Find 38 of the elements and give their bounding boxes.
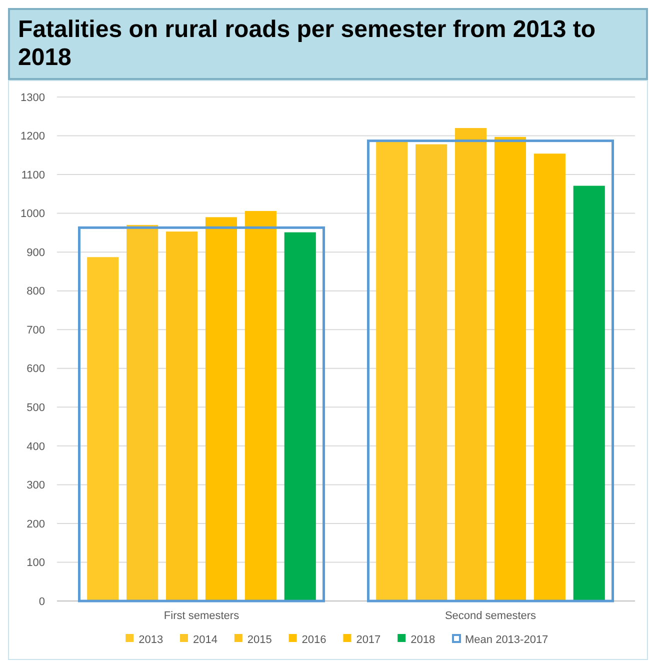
bar: [573, 186, 605, 601]
legend-label: 2014: [193, 634, 218, 646]
bar: [166, 232, 198, 601]
y-tick-label: 500: [26, 402, 45, 414]
y-tick-label: 200: [26, 518, 45, 530]
legend-label: 2015: [247, 634, 272, 646]
y-tick-label: 1000: [20, 208, 45, 220]
bar: [87, 257, 119, 601]
legend-label: 2016: [302, 634, 326, 646]
bar: [126, 224, 158, 601]
y-tick-label: 700: [26, 324, 45, 336]
y-tick-label: 1100: [21, 169, 45, 182]
y-tick-label: 600: [26, 363, 45, 376]
bar: [205, 217, 238, 601]
y-tick-label: 1300: [20, 92, 45, 104]
bar: [376, 142, 408, 601]
legend-label: 2018: [410, 634, 436, 646]
x-tick-label: Second semesters: [444, 610, 537, 622]
bar: [284, 232, 316, 601]
bar: [534, 154, 566, 601]
bar: [494, 136, 526, 601]
y-tick-label: 800: [26, 286, 45, 298]
y-tick-label: 900: [26, 246, 45, 259]
y-tick-label: 1200: [20, 130, 45, 143]
bar: [366, 140, 614, 602]
chart-title: Fatalities on rural roads per semester from 2013 to 2018: [8, 8, 648, 80]
legend-label: 2013: [138, 634, 164, 646]
bar: [416, 144, 448, 601]
y-tick-label: 400: [26, 440, 45, 453]
legend-label: Mean 2013-2017: [465, 634, 548, 646]
bar: [244, 210, 276, 601]
bar: [78, 226, 326, 602]
y-tick-label: 0: [38, 596, 45, 608]
y-tick-label: 100: [26, 557, 45, 570]
y-tick-label: 300: [26, 480, 45, 492]
bar: [454, 128, 487, 601]
x-tick-label: First semesters: [164, 610, 240, 622]
legend-label: 2017: [356, 634, 381, 646]
